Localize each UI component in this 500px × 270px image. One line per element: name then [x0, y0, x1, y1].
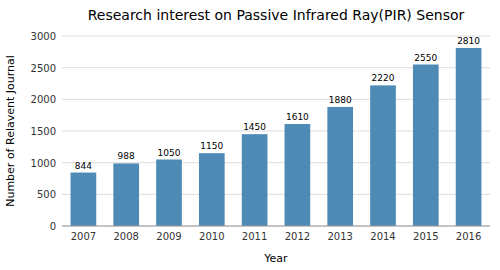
x-tick-label: 2011 [242, 231, 267, 242]
bar [156, 160, 182, 227]
x-tick-label: 2012 [285, 231, 310, 242]
bar [456, 48, 482, 226]
chart-svg: 0 500 1000 1500 2000 2500 3000 844 988 1050 1150 14… [0, 0, 500, 270]
data-label: 2220 [372, 73, 395, 83]
data-label: 988 [118, 151, 135, 161]
bar [71, 173, 97, 226]
bar [113, 163, 139, 226]
data-label: 2550 [414, 53, 437, 63]
data-label: 1880 [329, 95, 352, 105]
y-tick-label: 500 [37, 189, 56, 200]
grid-line [62, 36, 490, 37]
y-tick-label: 2000 [31, 94, 56, 105]
title: Research interest on Passive Infrared Ra… [88, 7, 465, 23]
x-tick-label: 2015 [413, 231, 438, 242]
x-tick-label: 2010 [199, 231, 224, 242]
bars [71, 48, 482, 226]
x-tick-label: 2013 [327, 231, 352, 242]
y-tick-label: 1500 [31, 126, 56, 137]
grid-line [62, 226, 490, 227]
y-tick-label: 0 [50, 221, 56, 232]
y-tick-label: 2500 [31, 63, 56, 74]
y-axis-label: Number of Relavent Journal [4, 55, 17, 207]
bar [242, 134, 268, 226]
data-label: 2810 [457, 36, 480, 46]
x-tick-label: 2007 [71, 231, 96, 242]
y-tick-label: 3000 [31, 31, 56, 42]
y-tick-label: 1000 [31, 158, 56, 169]
x-tick-label: 2009 [156, 231, 181, 242]
bar [413, 65, 439, 227]
data-label: 844 [75, 161, 92, 171]
x-axis-line [62, 226, 490, 227]
data-label: 1450 [243, 122, 266, 132]
bar [199, 153, 225, 226]
bar [285, 124, 311, 226]
data-label: 1150 [200, 141, 223, 151]
x-tick-label: 2016 [456, 231, 481, 242]
x-axis-label: Year [263, 252, 288, 265]
bar [370, 85, 396, 226]
bar [327, 107, 353, 226]
data-label: 1050 [158, 148, 181, 158]
x-tick-label: 2008 [113, 231, 138, 242]
data-label: 1610 [286, 112, 309, 122]
chart-container: 0 500 1000 1500 2000 2500 3000 844 988 1050 1150 14… [0, 0, 500, 270]
x-tick-label: 2014 [370, 231, 395, 242]
